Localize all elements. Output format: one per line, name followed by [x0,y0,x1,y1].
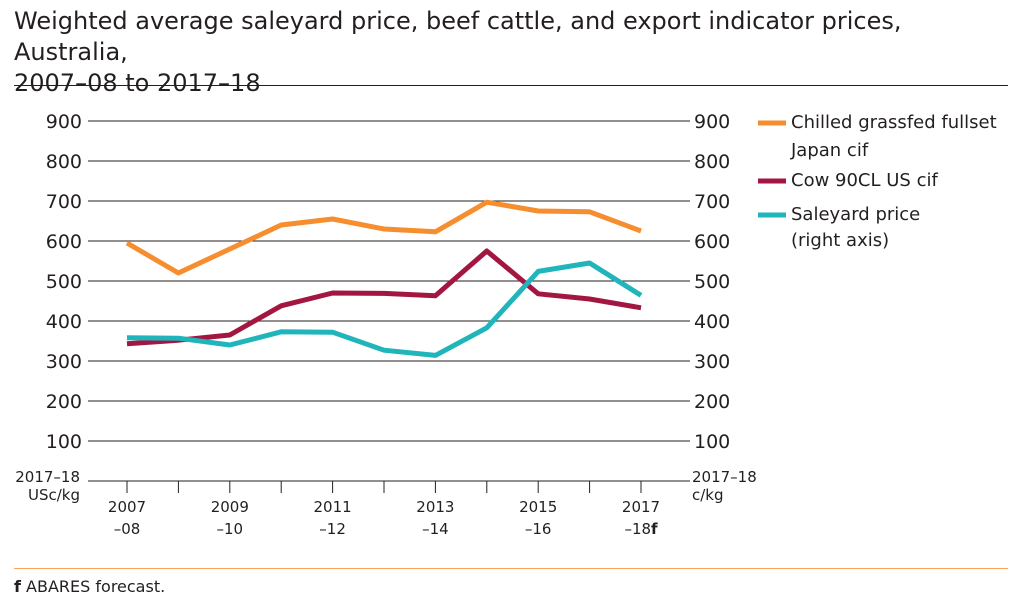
y-tick-label-right: 300 [694,351,730,373]
x-tick-label-year: –10 [217,520,244,538]
y-tick-label-right: 500 [694,271,730,293]
x-tick-label-year: –16 [525,520,552,538]
y-tick-label-right: 900 [694,111,730,133]
y-tick-label-left: 400 [46,311,82,333]
left-axis-unit: 2017–18 [15,468,80,486]
y-tick-label-left: 800 [46,151,82,173]
x-tick-label: 2007 [108,498,146,516]
footnote-marker: f [14,577,21,596]
x-tick-label: –12 [319,520,346,538]
x-tick-label: 2011 [314,498,352,516]
legend-label: Chilled grassfed fullset [791,112,997,133]
footer-rule [14,568,1008,569]
chart-title-line-2: 2007–08 to 2017–18 [14,69,261,97]
legend-label: (right axis) [791,230,889,251]
x-tick-label: 2015 [519,498,557,516]
y-tick-label-right: 700 [694,191,730,213]
legend-label: Japan cif [790,140,869,161]
series-line [126,260,643,358]
x-tick-label-year: –08 [114,520,141,538]
x-tick-label-year: –12 [319,520,346,538]
x-tick-label: –14 [422,520,449,538]
y-tick-label-right: 800 [694,151,730,173]
x-tick-label-year: –14 [422,520,449,538]
y-tick-label-left: 200 [46,391,82,413]
x-tick-label: –18f [624,520,658,538]
x-tick-label: –16 [525,520,552,538]
legend-label: Cow 90CL US cif [791,170,938,191]
y-tick-label-right: 600 [694,231,730,253]
y-tick-label-left: 300 [46,351,82,373]
left-axis-unit: USc/kg [28,486,80,504]
chart-title: Weighted average saleyard price, beef ca… [14,6,1014,99]
x-tick-label: –10 [217,520,244,538]
x-tick-label: 2009 [211,498,249,516]
y-tick-label-right: 200 [694,391,730,413]
footnote: f ABARES forecast. [14,577,165,596]
x-tick-label: –08 [114,520,141,538]
y-tick-label-left: 700 [46,191,82,213]
y-tick-label-left: 100 [46,431,82,453]
y-tick-label-left: 900 [46,111,82,133]
series-line [126,248,642,347]
right-axis-unit: 2017–18 [692,468,757,486]
title-rule [14,85,1008,86]
y-tick-label-left: 600 [46,231,82,253]
y-tick-label-left: 500 [46,271,82,293]
y-tick-label-right: 400 [694,311,730,333]
legend-label: Saleyard price [791,204,920,225]
y-tick-label-right: 100 [694,431,730,453]
x-tick-label-year: –18 [624,520,651,538]
footnote-text: ABARES forecast. [20,577,166,596]
x-tick-label: 2013 [416,498,454,516]
chart-title-line-1: Weighted average saleyard price, beef ca… [14,7,902,66]
forecast-marker: f [651,520,658,538]
right-axis-unit: c/kg [692,486,724,504]
series-line [125,199,642,276]
x-tick-label: 2017 [622,498,660,516]
